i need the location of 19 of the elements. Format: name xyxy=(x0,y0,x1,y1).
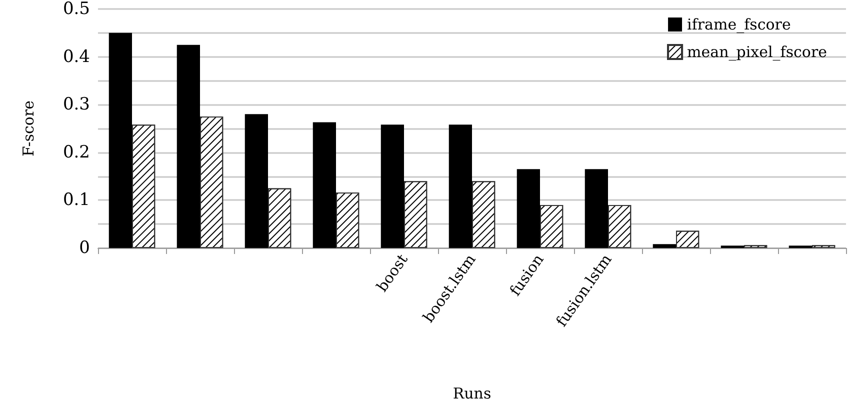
bar xyxy=(584,169,608,248)
y-tick-label: 0.5 xyxy=(62,0,90,19)
bar xyxy=(108,32,132,248)
bar xyxy=(380,124,404,248)
bar xyxy=(244,114,268,248)
legend-label: mean_pixel_fscore xyxy=(687,43,828,61)
y-tick-label: 0.3 xyxy=(62,94,90,115)
x-axis-title: Runs xyxy=(452,384,492,402)
y-tick-label: 0 xyxy=(79,238,90,258)
y-tick-label: 0.1 xyxy=(62,190,90,210)
y-tick-label: 0.4 xyxy=(62,46,90,67)
bar xyxy=(176,44,200,248)
y-axis-title: F-score xyxy=(20,100,38,156)
legend-label: iframe_fscore xyxy=(687,16,791,34)
bar xyxy=(448,124,472,248)
bar xyxy=(652,244,676,248)
bar xyxy=(516,169,540,248)
y-tick-label: 0.2 xyxy=(62,142,90,162)
bar xyxy=(312,122,336,248)
